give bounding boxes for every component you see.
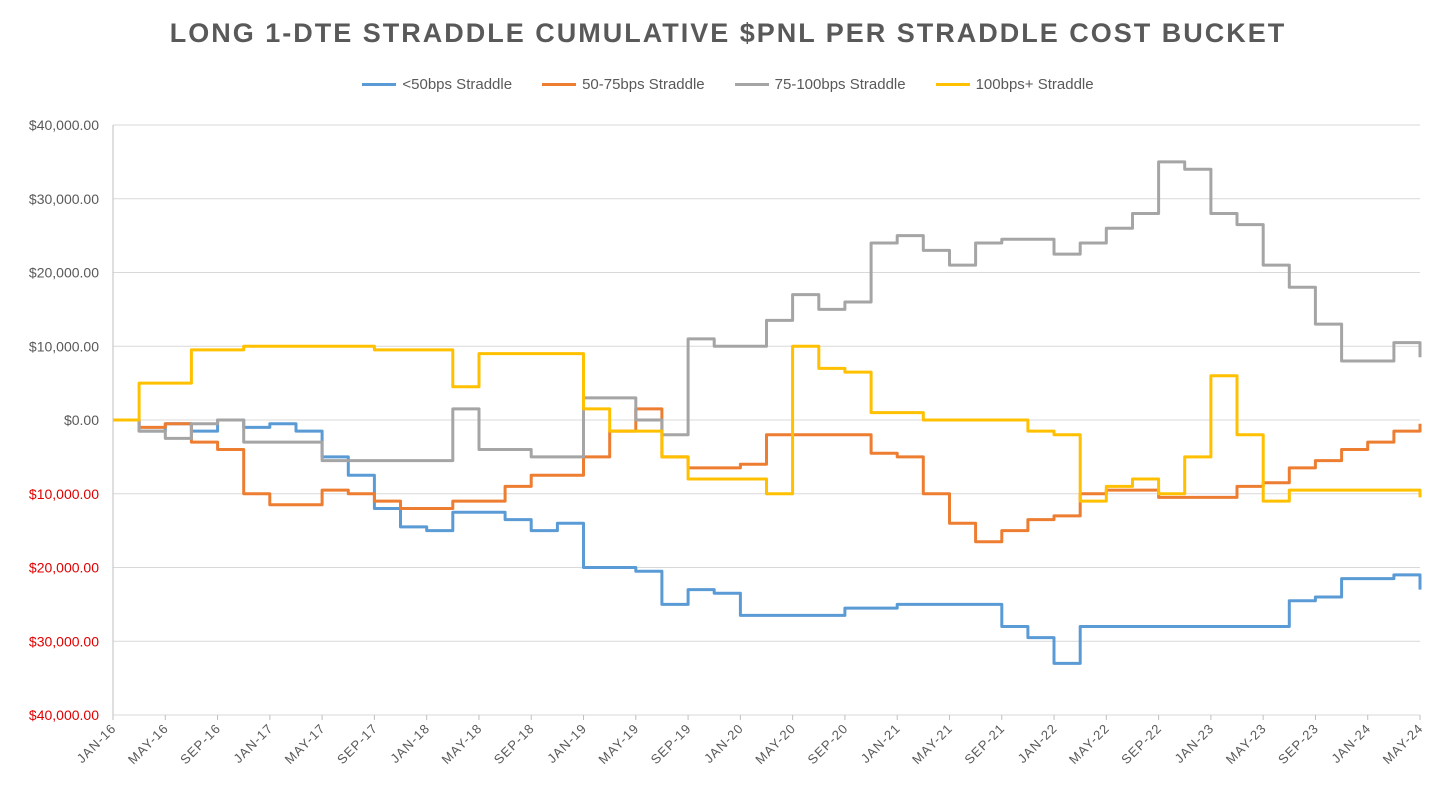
x-tick-label: SEP-16 [177, 721, 224, 768]
x-tick-label: SEP-20 [805, 721, 852, 768]
x-tick-label: MAY-23 [1223, 721, 1270, 768]
y-tick-label: $40,000.00 [29, 707, 99, 723]
legend-swatch [362, 83, 397, 86]
x-tick-label: MAY-19 [595, 721, 642, 768]
x-tick-label: JAN-23 [1171, 721, 1217, 767]
legend-item: 75-100bps Straddle [734, 76, 906, 93]
legend-item: <50bps Straddle [362, 76, 512, 93]
legend-label: 75-100bps Straddle [774, 76, 906, 93]
x-tick-label: JAN-22 [1015, 721, 1061, 767]
legend-swatch [935, 83, 970, 86]
x-tick-label: MAY-24 [1380, 721, 1427, 768]
y-tick-label: $40,000.00 [29, 117, 99, 133]
x-tick-label: MAY-17 [282, 721, 329, 768]
x-tick-label: JAN-20 [701, 721, 747, 767]
legend-swatch [542, 83, 577, 86]
y-tick-label: $20,000.00 [29, 265, 99, 281]
series-line-2 [113, 407, 1422, 544]
legend-item: 100bps+ Straddle [935, 76, 1094, 93]
series-line-1 [113, 418, 1422, 665]
series-line-4 [113, 344, 1422, 503]
x-tick-label: MAY-22 [1066, 721, 1113, 768]
x-tick-label: JAN-17 [230, 721, 276, 767]
legend-label: <50bps Straddle [402, 76, 513, 93]
x-tick-label: JAN-16 [74, 721, 120, 767]
x-tick-label: SEP-19 [648, 721, 695, 768]
x-tick-label: SEP-23 [1275, 721, 1322, 768]
x-tick-label: JAN-18 [387, 721, 433, 767]
y-tick-label: $30,000.00 [29, 191, 99, 207]
x-tick-label: SEP-22 [1118, 721, 1165, 768]
chart-title: LONG 1-DTE STRADDLE CUMULATIVE $PNL PER … [169, 18, 1287, 48]
x-tick-label: JAN-19 [544, 721, 590, 767]
x-tick-label: JAN-21 [858, 721, 904, 767]
y-tick-label: $10,000.00 [29, 486, 99, 502]
y-tick-label: $10,000.00 [29, 338, 99, 354]
x-tick-label: SEP-21 [961, 721, 1008, 768]
x-tick-label: MAY-21 [909, 721, 956, 768]
y-tick-label: $20,000.00 [29, 560, 99, 576]
x-tick-label: MAY-18 [439, 721, 486, 768]
x-tick-label: SEP-17 [334, 721, 381, 768]
x-tick-label: MAY-20 [752, 721, 799, 768]
legend-label: 100bps+ Straddle [975, 76, 1094, 93]
legend-swatch [734, 83, 769, 86]
legend-item: 50-75bps Straddle [542, 76, 705, 93]
x-tick-label: JAN-24 [1328, 721, 1374, 767]
series-line-3 [113, 160, 1422, 463]
chart-legend: <50bps Straddle 50-75bps Straddle 75-100bp… [0, 76, 1456, 93]
y-tick-label: $30,000.00 [29, 633, 99, 649]
y-tick-label: $0.00 [64, 412, 99, 428]
x-tick-label: MAY-16 [125, 721, 172, 768]
x-tick-label: SEP-18 [491, 721, 538, 768]
legend-label: 50-75bps Straddle [582, 76, 705, 93]
